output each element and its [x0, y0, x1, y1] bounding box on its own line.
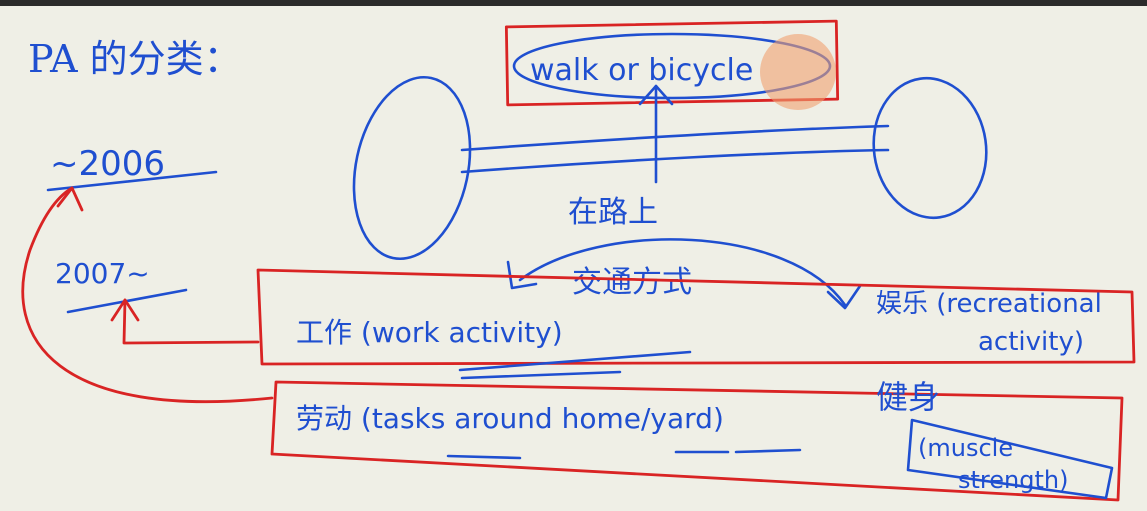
year-after-label: 2007~ — [55, 257, 150, 290]
work-underline — [458, 350, 692, 372]
work-to-2007-arrow — [122, 298, 260, 345]
arrowhead-2006 — [56, 186, 84, 212]
work-underline-2 — [460, 370, 622, 380]
road-upper-line — [460, 124, 890, 152]
leisure-line1: 娱乐 (recreational — [876, 289, 1102, 319]
cursor-highlight — [760, 34, 836, 110]
chores-underline-1 — [446, 454, 522, 460]
year-before-label: ~2006 — [50, 144, 165, 184]
transport-label: 交通方式 — [572, 265, 692, 300]
transport-arc — [518, 238, 847, 307]
chores-underline-3 — [734, 448, 802, 454]
walk-label: walk or bicycle — [530, 53, 753, 88]
fitness-label: 健身 — [876, 378, 940, 416]
chores-label: 劳动 (tasks around home/yard) — [296, 402, 724, 435]
leisure-line2: activity) — [978, 327, 1084, 357]
road-lower-line — [460, 148, 890, 174]
work-box — [256, 268, 1136, 366]
right-wheel — [872, 76, 988, 220]
notes-heading: PA 的分类： — [28, 37, 242, 81]
left-wheel — [352, 75, 472, 261]
year-before-underline — [46, 170, 218, 192]
arrowhead-2007 — [110, 298, 140, 322]
on-road-label: 在路上 — [568, 195, 658, 230]
muscle-line2: strength) — [958, 466, 1068, 494]
chores-to-2006-arrow — [21, 186, 274, 403]
chores-box — [270, 380, 1124, 502]
up-arrowhead — [638, 84, 674, 106]
muscle-box — [906, 418, 1114, 500]
walk-box — [504, 19, 840, 107]
arc-left-arrowhead — [506, 260, 538, 290]
work-label: 工作 (work activity) — [296, 316, 563, 349]
muscle-line1: (muscle — [918, 434, 1013, 462]
window-top-strip — [0, 0, 1147, 6]
arc-right-arrowhead — [826, 284, 862, 310]
